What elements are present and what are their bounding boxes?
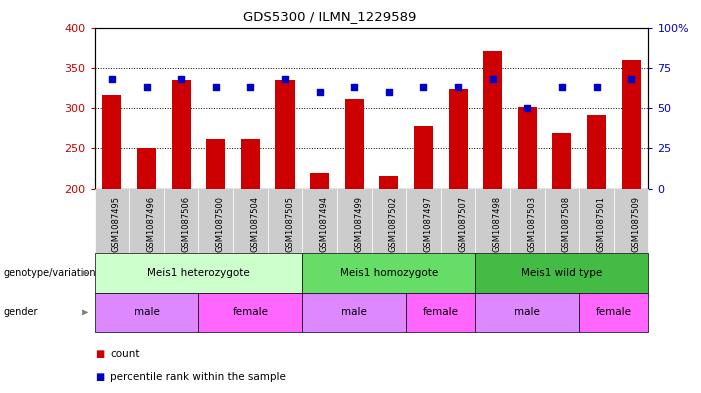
Bar (552, 133, 571, 189)
Text: GSM1087495: GSM1087495 (112, 196, 121, 252)
Text: GSM1087508: GSM1087508 (562, 196, 571, 252)
Point (591, 84, 602, 90)
Point (107, 76, 118, 82)
Text: Meis1 homozygote: Meis1 homozygote (340, 268, 438, 278)
Text: GSM1087502: GSM1087502 (389, 196, 398, 252)
Text: percentile rank within the sample: percentile rank within the sample (110, 372, 286, 382)
Text: GSM1087496: GSM1087496 (147, 196, 156, 252)
Bar (379, 176, 398, 189)
Text: genotype/variation: genotype/variation (4, 268, 96, 278)
Point (625, 76, 637, 82)
Bar (483, 51, 502, 189)
Bar (518, 107, 537, 189)
Bar (345, 99, 364, 189)
Text: GSM1087499: GSM1087499 (354, 196, 363, 252)
Text: Meis1 wild type: Meis1 wild type (522, 268, 603, 278)
Point (314, 89, 325, 95)
Text: GSM1087494: GSM1087494 (320, 196, 329, 252)
Text: GSM1087500: GSM1087500 (216, 196, 225, 252)
Text: gender: gender (4, 307, 38, 318)
Point (348, 84, 360, 90)
Bar (414, 126, 433, 189)
Text: male: male (515, 307, 540, 318)
Text: count: count (110, 349, 139, 359)
Text: GSM1087504: GSM1087504 (250, 196, 259, 252)
Text: GDS5300 / ILMN_1229589: GDS5300 / ILMN_1229589 (243, 10, 416, 23)
Bar (241, 139, 260, 189)
Text: female: female (596, 307, 632, 318)
Point (175, 76, 186, 82)
Bar (449, 89, 468, 189)
Text: ■: ■ (95, 349, 104, 359)
Bar (587, 115, 606, 189)
Bar (137, 148, 156, 189)
Point (383, 89, 395, 95)
Text: male: male (134, 307, 160, 318)
Point (557, 84, 568, 90)
Point (141, 84, 152, 90)
Text: ■: ■ (95, 372, 104, 382)
Point (487, 76, 498, 82)
Bar (172, 80, 191, 189)
Text: GSM1087503: GSM1087503 (527, 196, 536, 252)
Bar (102, 95, 121, 189)
Text: GSM1087501: GSM1087501 (597, 196, 606, 252)
Text: female: female (423, 307, 458, 318)
Text: GSM1087497: GSM1087497 (423, 196, 433, 252)
Point (452, 84, 463, 90)
Bar (275, 80, 294, 189)
Text: Meis1 heterozygote: Meis1 heterozygote (147, 268, 250, 278)
Bar (206, 139, 225, 189)
Point (522, 105, 533, 111)
Point (210, 84, 222, 90)
Text: GSM1087498: GSM1087498 (493, 196, 502, 252)
Point (280, 76, 291, 82)
Text: GSM1087507: GSM1087507 (458, 196, 467, 252)
Text: GSM1087505: GSM1087505 (285, 196, 294, 252)
Point (245, 84, 256, 90)
Text: GSM1087509: GSM1087509 (631, 196, 640, 252)
Point (418, 84, 429, 90)
Text: male: male (341, 307, 367, 318)
Text: GSM1087506: GSM1087506 (181, 196, 190, 252)
Bar (310, 173, 329, 189)
Text: female: female (233, 307, 268, 318)
Bar (622, 60, 641, 189)
